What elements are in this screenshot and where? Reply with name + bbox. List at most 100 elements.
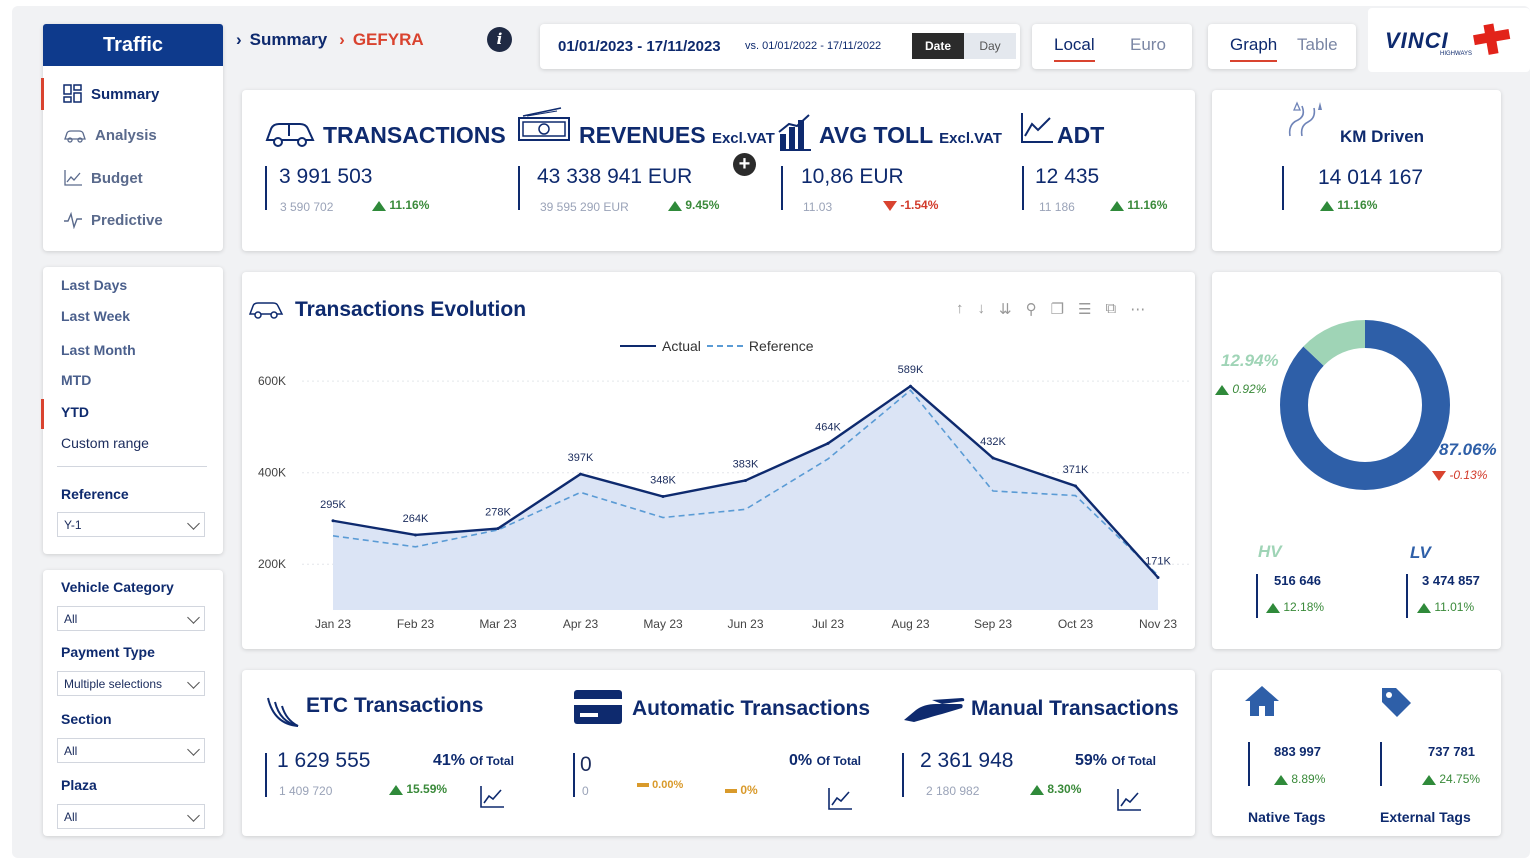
traffic-title: Traffic [43, 24, 223, 66]
range-custom[interactable]: Custom range [61, 435, 149, 451]
breadcrumb-summary[interactable]: Summary [249, 30, 328, 49]
graph-tab[interactable]: Graph [1230, 35, 1278, 62]
section-value: All [64, 744, 78, 758]
pulse-icon [64, 211, 82, 229]
double-arrow-down-icon[interactable]: ⇊ [999, 301, 1012, 318]
reference-select[interactable]: Y-1 [57, 512, 205, 537]
external-tags-label: External Tags [1380, 809, 1471, 825]
payment-type-select[interactable]: Multiple selections [57, 671, 205, 696]
home-icon [1245, 686, 1279, 716]
range-divider [57, 466, 207, 467]
kpi-revenues-ref: 39 595 290 EUR [540, 200, 629, 214]
vehicle-category-select[interactable]: All [57, 606, 205, 631]
lv-value: 3 474 857 [1422, 573, 1480, 588]
donut-slice-hv[interactable] [1280, 320, 1450, 490]
kpi-revenues-delta: 9.45% [668, 198, 719, 212]
breadcrumb-gefyra[interactable]: GEFYRA [352, 30, 424, 49]
range-last-week[interactable]: Last Week [61, 308, 130, 324]
hv-percent-delta: 0.92% [1215, 382, 1266, 396]
up-arrow-icon [389, 784, 403, 795]
actual-point [826, 441, 830, 445]
reference-label: Reference [61, 486, 129, 502]
summary-icon [63, 84, 82, 103]
x-tick-label: May 23 [643, 617, 683, 631]
up-arrow-icon [1030, 784, 1044, 795]
x-tick-label: Nov 23 [1139, 617, 1177, 631]
range-ytd[interactable]: YTD [61, 404, 89, 420]
x-tick-label: Oct 23 [1058, 617, 1094, 631]
more-options-icon[interactable]: ⋯ [1130, 301, 1146, 318]
nav-summary[interactable]: Summary [63, 84, 159, 104]
vehicle-donut-chart [1280, 320, 1450, 490]
kpi-avg-toll-value: 10,86 EUR [801, 165, 904, 188]
focus-mode-icon[interactable]: ⧉ [1105, 300, 1117, 317]
info-icon[interactable]: i [487, 27, 512, 52]
data-label: 278K [485, 507, 511, 519]
trend-chart-icon[interactable] [1116, 788, 1142, 812]
data-label: 295K [320, 499, 346, 511]
copy-icon[interactable]: ❐ [1050, 301, 1065, 318]
km-title: KM Driven [1340, 127, 1425, 146]
filter-icon[interactable]: ☰ [1078, 301, 1092, 318]
data-label: 348K [650, 474, 676, 486]
local-tab[interactable]: Local [1054, 35, 1095, 62]
table-tab[interactable]: Table [1297, 35, 1338, 54]
euro-tab[interactable]: Euro [1130, 35, 1166, 54]
arrow-down-icon[interactable]: ↓ [977, 300, 986, 317]
payments-card: ETC Transactions 1 629 555 41% Of Total … [242, 670, 1195, 836]
range-last-month[interactable]: Last Month [61, 342, 136, 358]
automatic-delta-1: 0.00% [637, 779, 683, 791]
chart-legend: Actual Reference [620, 338, 814, 354]
logo-text: VINCI [1385, 28, 1449, 53]
delta-text: 0.92% [1232, 382, 1267, 396]
actual-point [414, 533, 417, 537]
data-label: 171K [1145, 556, 1171, 568]
data-label: 589K [898, 364, 924, 376]
kpi-transactions-value: 3 991 503 [279, 165, 373, 188]
day-button[interactable]: Day [964, 33, 1016, 59]
nav-predictive[interactable]: Predictive [63, 211, 163, 229]
delta-text: 12.18% [1283, 600, 1325, 614]
chart-toolbar: ↑ ↓ ⇊ ⚲ ❐ ☰ ⧉ ⋯ [956, 300, 1145, 318]
kpi-adt-title: ADT [1057, 122, 1105, 148]
automatic-pct-value: 0% [789, 752, 813, 769]
manual-delta: 8.30% [1030, 782, 1081, 796]
delta-text: 9.45% [685, 198, 720, 212]
trend-chart-icon[interactable] [479, 785, 505, 809]
add-icon[interactable]: + [733, 153, 756, 176]
manual-pct: 59% Of Total [1075, 752, 1156, 770]
nav-analysis[interactable]: Analysis [63, 127, 157, 144]
divider [781, 166, 783, 210]
chevron-down-icon [187, 743, 200, 756]
neutral-dash-icon [725, 788, 737, 793]
native-tags-value: 883 997 [1274, 744, 1321, 759]
section-select[interactable]: All [57, 738, 205, 763]
delta-text: -1.54% [900, 198, 939, 212]
delta-text: 8.89% [1291, 772, 1326, 786]
plaza-select[interactable]: All [57, 804, 205, 829]
hv-label: HV [1258, 542, 1282, 561]
date-range-main[interactable]: 01/01/2023 - 17/11/2023 [558, 38, 721, 55]
range-last-days[interactable]: Last Days [61, 277, 128, 293]
chevron-right-icon: › [339, 30, 345, 49]
lv-label: LV [1410, 543, 1431, 562]
chevron-right-icon: › [236, 30, 242, 49]
actual-point [1074, 484, 1077, 488]
up-arrow-icon [1274, 774, 1288, 785]
lv-percent-delta: -0.13% [1432, 468, 1487, 482]
divider [573, 753, 575, 797]
etc-delta: 15.59% [389, 782, 447, 796]
date-button[interactable]: Date [912, 33, 964, 59]
pin-icon[interactable]: ⚲ [1025, 301, 1037, 318]
nav-budget[interactable]: Budget [63, 169, 143, 187]
neutral-dash-icon [637, 783, 649, 788]
trend-chart-icon[interactable] [827, 787, 853, 811]
actual-point [661, 494, 665, 498]
actual-point [909, 384, 912, 388]
kpi-transactions-title: TRANSACTIONS [323, 122, 506, 148]
arrow-up-icon[interactable]: ↑ [956, 300, 964, 317]
line-chart-icon [64, 170, 82, 186]
plaza-value: All [64, 810, 78, 824]
range-mtd[interactable]: MTD [61, 372, 92, 388]
kpi-transactions-ref: 3 590 702 [280, 200, 334, 214]
